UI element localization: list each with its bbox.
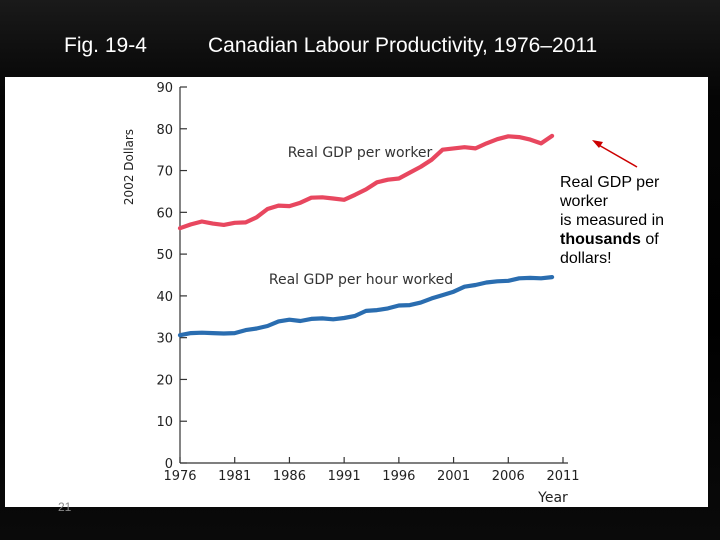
annotation-arrowhead <box>592 140 603 148</box>
annotation-emphasis: thousands <box>560 231 641 248</box>
y-tick-label: 70 <box>156 165 173 180</box>
y-tick-label: 10 <box>156 415 173 430</box>
series-label-gdp-per-hour: Real GDP per hour worked <box>269 272 453 288</box>
chart-series <box>177 133 555 338</box>
x-axis-label: Year <box>537 490 568 506</box>
x-tick-label: 2006 <box>492 469 525 484</box>
series-label-gdp-per-worker: Real GDP per worker <box>288 145 433 161</box>
x-tick-label: 1991 <box>328 469 361 484</box>
series-line-gdp-per-worker <box>177 133 555 231</box>
y-tick-label: 40 <box>156 290 173 305</box>
annotation-note: Real GDP per worker is measured in thous… <box>560 173 700 268</box>
slide-title: Canadian Labour Productivity, 1976–2011 <box>208 34 598 57</box>
annotation-line-4: thousands of <box>560 230 700 249</box>
y-tick-label: 20 <box>156 373 173 388</box>
x-tick-label: 1976 <box>163 469 196 484</box>
chart-panel: 0 10 20 30 40 50 60 70 80 90 1976 1981 1986 1991 1996 2… <box>5 77 708 507</box>
x-tick-label: 2011 <box>546 469 579 484</box>
annotation-line-2: worker <box>560 193 609 210</box>
y-tick-label: 30 <box>156 332 173 347</box>
y-tick-label: 90 <box>156 81 173 96</box>
annotation-line-5: dollars! <box>560 250 612 267</box>
annotation-line-3: is measured in <box>560 212 665 229</box>
annotation-line-1: Real GDP per <box>560 174 660 191</box>
y-tick-label: 50 <box>156 248 173 263</box>
slide-number: 21 <box>58 500 72 514</box>
x-tick-label: 1986 <box>273 469 306 484</box>
annotation-line-4-rest: of <box>640 231 659 248</box>
productivity-chart: 0 10 20 30 40 50 60 70 80 90 1976 1981 1986 1991 1996 2… <box>122 81 638 506</box>
annotation-arrow <box>596 143 638 168</box>
y-tick-label: 0 <box>165 457 173 472</box>
y-axis-label: 2002 Dollars <box>122 129 136 205</box>
y-tick-label: 80 <box>156 123 173 138</box>
figure-label: Fig. 19-4 <box>64 34 147 57</box>
x-tick-label: 1981 <box>218 469 251 484</box>
chart-axes: 0 10 20 30 40 50 60 70 80 90 1976 1981 1986 1991 1996 2… <box>156 81 579 484</box>
series-line-gdp-per-hour <box>177 275 555 338</box>
y-tick-label: 60 <box>156 206 173 221</box>
x-tick-label: 2001 <box>437 469 470 484</box>
x-tick-label: 1996 <box>382 469 415 484</box>
